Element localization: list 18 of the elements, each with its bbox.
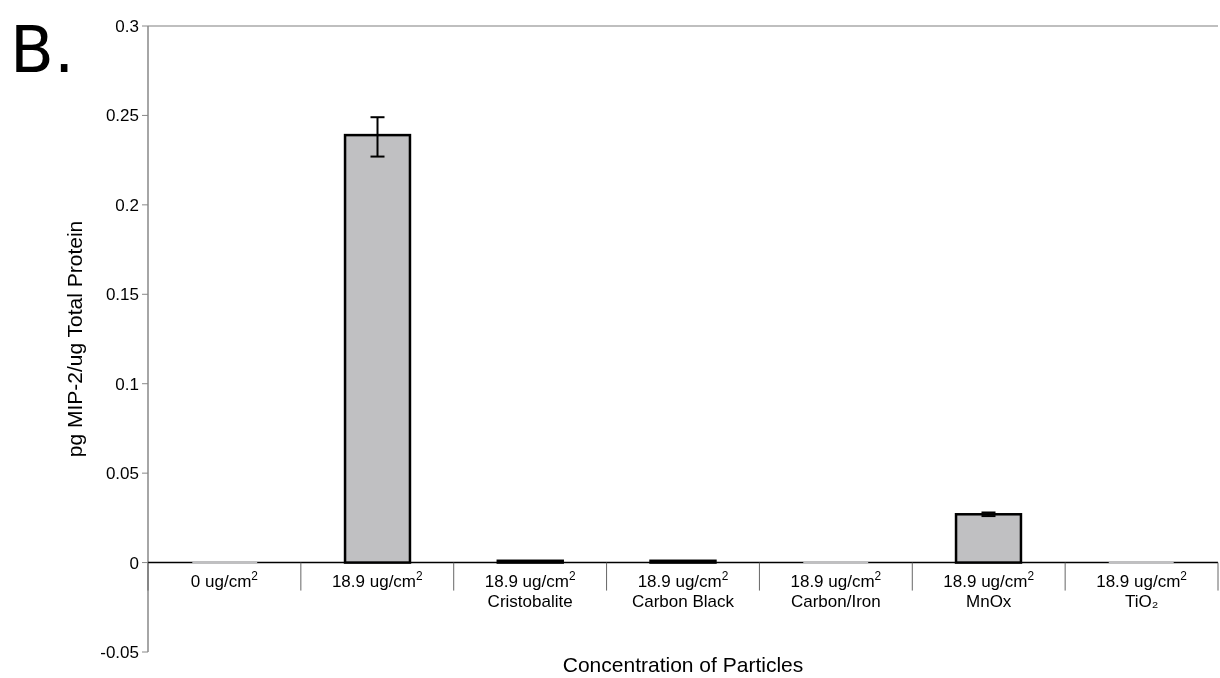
x-axis-title: Concentration of Particles: [562, 653, 804, 676]
x-tick-label: 18.9 ug/cm$^{2}$ Carbon Black: [631, 568, 735, 611]
category-label: 18.9 ug/cm$^{2}$ TiO₂: [1096, 568, 1187, 611]
y-axis-title: pg MIP-2/ug Total Protein: [63, 220, 86, 458]
x-tick-label: 18.9 ug/cm$^{2}$ Cristobalite: [484, 568, 576, 611]
chart-title: B.: [10, 13, 75, 87]
y-tick-label: 0.05: [105, 464, 139, 484]
y-tick-label: 0.2: [115, 195, 139, 215]
x-tick-label: 18.9 ug/cm$^{2}$ Carbon/Iron: [790, 568, 882, 611]
y-tick-label: 0.3: [115, 16, 139, 36]
y-tick-label: 0.1: [115, 374, 139, 394]
x-tick-label: 0 ug/cm$^{2}$: [190, 568, 259, 591]
category-label: 18.9 ug/cm$^{2}$ MnOx: [943, 568, 1035, 611]
y-tick-label: 0.15: [105, 285, 139, 305]
y-tick-label: 0.25: [105, 106, 139, 126]
y-tick-label: -0.05: [100, 642, 139, 662]
y-tick-label: 0: [129, 553, 139, 573]
x-tick-label: 18.9 ug/cm$^{2}$: [331, 568, 424, 591]
